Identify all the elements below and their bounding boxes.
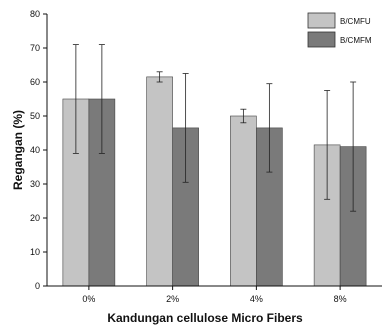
y-tick-label: 40 [30, 145, 40, 155]
bar-b-cmfu-2 [230, 115, 257, 287]
y-tick-label: 10 [30, 247, 40, 257]
legend-label-b-cmfm: B/CMFM [340, 36, 372, 45]
y-tick-label: 80 [30, 9, 40, 19]
x-tick-label: 2% [166, 294, 179, 304]
y-tick-label: 30 [30, 179, 40, 189]
y-tick-label: 50 [30, 111, 40, 121]
x-ticks: 0% 2% 4% 8% [82, 286, 347, 304]
y-axis-title: Regangan (%) [11, 110, 25, 190]
legend-label-b-cmfu: B/CMFU [340, 17, 371, 26]
x-tick-label: 4% [250, 294, 263, 304]
y-tick-label: 20 [30, 213, 40, 223]
x-tick-label: 0% [82, 294, 95, 304]
y-tick-label: 0 [35, 281, 40, 291]
y-ticks: 0 10 20 30 40 50 60 70 80 [30, 9, 47, 291]
error-bars-layer [72, 44, 357, 212]
bars-layer [62, 76, 367, 287]
x-tick-label: 8% [334, 294, 347, 304]
legend: B/CMFU B/CMFM [307, 12, 372, 48]
legend-swatch-b-cmfm [307, 31, 336, 48]
x-axis-title: Kandungan cellulose Micro Fibers [107, 311, 303, 325]
y-tick-label: 60 [30, 77, 40, 87]
bar-b-cmfu-1 [146, 76, 173, 287]
y-tick-label: 70 [30, 43, 40, 53]
legend-swatch-b-cmfu [307, 12, 336, 29]
